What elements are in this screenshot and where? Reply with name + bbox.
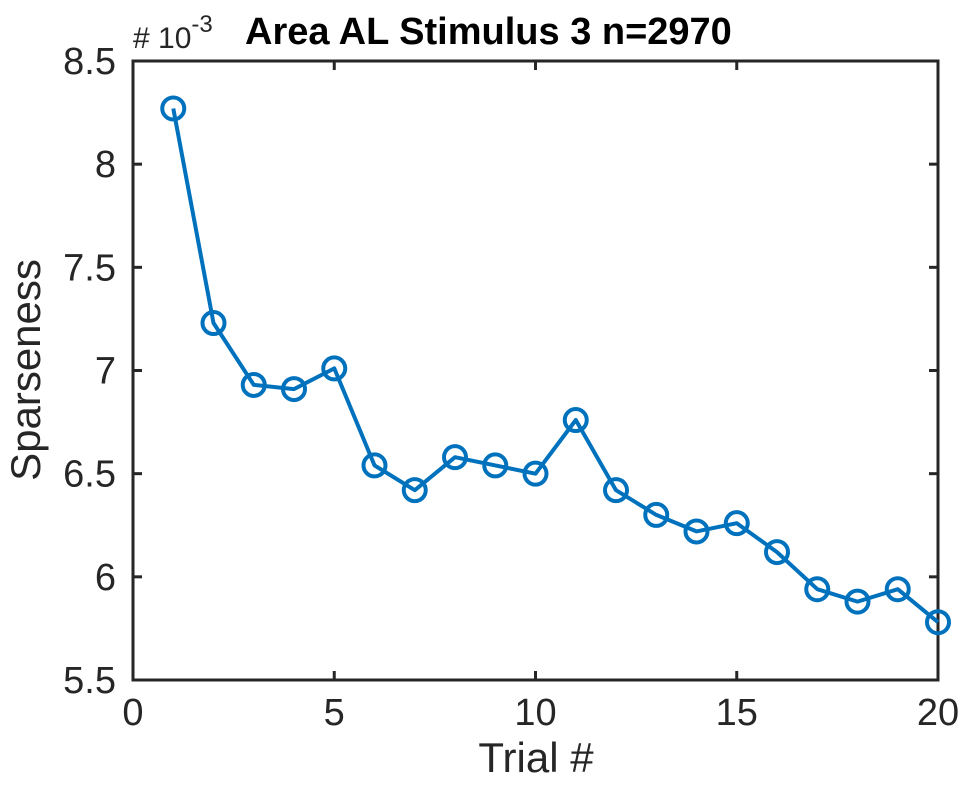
data-point [925, 609, 951, 636]
y-tick-label: 6 [95, 557, 116, 599]
y-tick-label: 5.5 [63, 660, 116, 702]
chart-title: Area AL Stimulus 3 n=2970 [245, 11, 732, 53]
data-point [884, 576, 911, 603]
x-tick-label: 10 [514, 692, 556, 734]
data-point [683, 518, 710, 545]
y-tick-label: 7 [95, 351, 116, 393]
data-point [603, 477, 629, 504]
data-point [281, 376, 307, 403]
y-axis-label: Sparseness [2, 259, 49, 481]
x-tick-label: 15 [716, 692, 758, 734]
x-axis-label: Trial # [478, 734, 594, 781]
data-point [804, 576, 831, 603]
x-tick-label: 5 [324, 692, 345, 734]
data-point [723, 510, 750, 537]
data-point [643, 501, 670, 528]
exponent-label: # 10-3 [133, 11, 213, 55]
x-tick-label: 0 [122, 692, 143, 734]
data-point [240, 371, 267, 398]
data-point [482, 452, 509, 479]
data-point [844, 588, 871, 615]
x-tick-label: 20 [917, 692, 959, 734]
exponent-base: # 10 [133, 22, 191, 55]
y-tick-label: 8 [95, 144, 116, 186]
data-point [200, 310, 227, 337]
y-tick-label: 8.5 [63, 41, 116, 83]
data-point [522, 460, 549, 487]
data-point [764, 539, 790, 566]
tick-labels-group: 0 5 10 15 20 5.5 6 6.5 7 7.5 8 8.5 [63, 41, 959, 734]
data-point [562, 407, 589, 434]
data-point [321, 355, 348, 382]
y-tick-label: 7.5 [63, 247, 116, 289]
data-point [401, 477, 428, 504]
ticks-group [131, 59, 940, 682]
y-tick-label: 6.5 [63, 454, 116, 496]
series-group [160, 95, 951, 636]
data-point [361, 452, 388, 479]
data-point [442, 444, 468, 471]
data-point [160, 95, 187, 122]
exponent-power: -3 [191, 11, 212, 38]
